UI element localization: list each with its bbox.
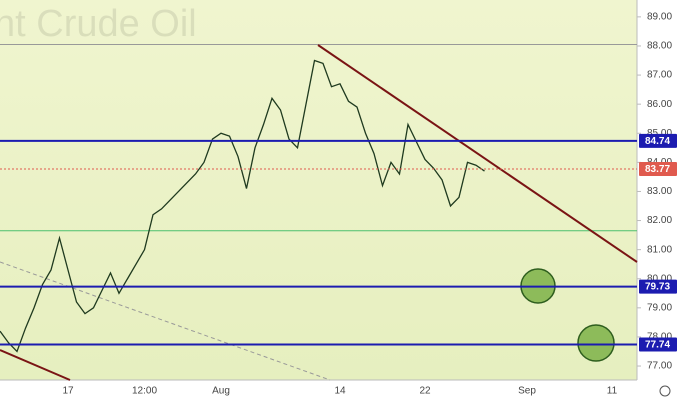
support-trend-line (0, 349, 71, 381)
settings-icon[interactable] (659, 385, 671, 397)
x-tick-label: 11 (607, 386, 618, 397)
level-label-box (639, 337, 677, 352)
target-circle (577, 324, 615, 362)
x-tick-label: Aug (212, 386, 230, 397)
resistance-trend-line (317, 44, 638, 263)
y-tick-label: 86.00 (647, 99, 672, 110)
x-tick-label: 12:00 (132, 386, 157, 397)
x-tick-label: 14 (334, 386, 346, 397)
y-tick-label: 81.00 (647, 244, 672, 255)
level-label-box (639, 279, 677, 294)
y-tick-label: 77.00 (647, 361, 672, 372)
price-line (0, 59, 485, 353)
level-label: 83.77 (645, 164, 670, 175)
y-tick-label: 82.00 (647, 215, 672, 226)
y-tick-label: 78.00 (647, 332, 672, 343)
y-tick-label: 89.00 (647, 12, 672, 23)
x-tick-label: 22 (419, 386, 431, 397)
plot-area (0, 0, 637, 380)
level-label: 77.74 (645, 340, 670, 351)
x-tick-label: Sep (518, 386, 536, 397)
level-label-box (639, 133, 677, 148)
y-tick-label: 80.00 (647, 273, 672, 284)
watermark-title: nt Crude Oil (0, 3, 197, 45)
dashed-trend-line (0, 261, 331, 381)
level-label: 84.74 (645, 136, 670, 147)
y-tick-label: 79.00 (647, 302, 672, 313)
x-tick-label: 17 (62, 386, 74, 397)
level-label-box (639, 162, 677, 177)
y-tick-label: 87.00 (647, 70, 672, 81)
y-tick-label: 83.00 (647, 186, 672, 197)
y-tick-label: 85.00 (647, 128, 672, 139)
y-tick-label: 88.00 (647, 41, 672, 52)
level-label: 79.73 (645, 282, 670, 293)
